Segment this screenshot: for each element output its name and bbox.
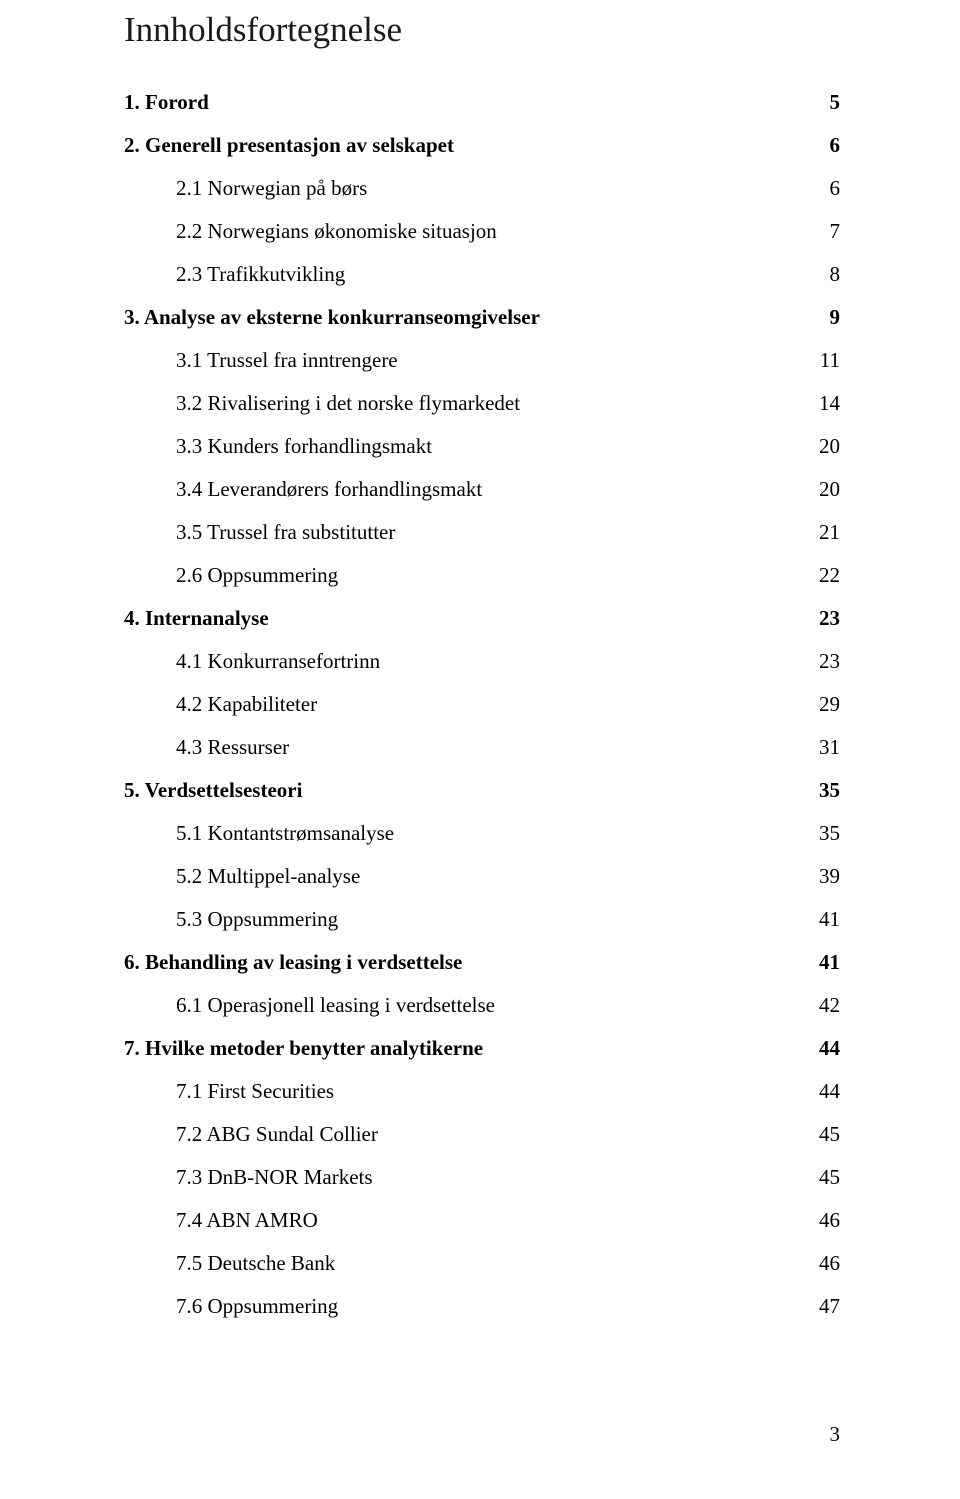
toc-entry-label: 5. Verdsettelsesteori (124, 778, 302, 803)
toc-entry-label: 4. Internanalyse (124, 606, 269, 631)
toc-entry-page: 6 (810, 176, 840, 201)
toc-entry-page: 35 (810, 821, 840, 846)
toc-entry-page: 29 (810, 692, 840, 717)
toc-row: 1. Forord 5 (124, 90, 840, 115)
toc-entry-label: 7.2 ABG Sundal Collier (124, 1122, 378, 1147)
toc-row: 5.3 Oppsummering 41 (124, 907, 840, 932)
toc-entry-label: 7.1 First Securities (124, 1079, 334, 1104)
toc-entry-label: 4.1 Konkurransefortrinn (124, 649, 380, 674)
toc-row: 3.5 Trussel fra substitutter 21 (124, 520, 840, 545)
toc-row: 2.2 Norwegians økonomiske situasjon 7 (124, 219, 840, 244)
toc-row: 3. Analyse av eksterne konkurranseomgive… (124, 305, 840, 330)
toc-entry-label: 3.5 Trussel fra substitutter (124, 520, 395, 545)
toc-entry-page: 41 (810, 907, 840, 932)
toc-row: 5. Verdsettelsesteori 35 (124, 778, 840, 803)
toc-entry-label: 3. Analyse av eksterne konkurranseomgive… (124, 305, 540, 330)
toc-entry-page: 20 (810, 434, 840, 459)
toc-entry-label: 3.4 Leverandørers forhandlingsmakt (124, 477, 482, 502)
toc-entry-page: 44 (810, 1036, 840, 1061)
toc-row: 7.6 Oppsummering 47 (124, 1294, 840, 1319)
toc-entry-page: 45 (810, 1165, 840, 1190)
toc-row: 5.1 Kontantstrømsanalyse 35 (124, 821, 840, 846)
toc-entry-label: 3.1 Trussel fra inntrengere (124, 348, 398, 373)
toc-entry-label: 6.1 Operasjonell leasing i verdsettelse (124, 993, 495, 1018)
toc-entry-page: 21 (810, 520, 840, 545)
toc-row: 7.3 DnB-NOR Markets 45 (124, 1165, 840, 1190)
toc-row: 2.6 Oppsummering 22 (124, 563, 840, 588)
toc-row: 5.2 Multippel-analyse 39 (124, 864, 840, 889)
toc-entry-page: 23 (810, 606, 840, 631)
toc-entry-page: 23 (810, 649, 840, 674)
toc-entry-page: 46 (810, 1251, 840, 1276)
toc-entry-label: 7.5 Deutsche Bank (124, 1251, 335, 1276)
toc-entry-page: 42 (810, 993, 840, 1018)
toc-row: 2.1 Norwegian på børs 6 (124, 176, 840, 201)
toc-row: 6.1 Operasjonell leasing i verdsettelse 4… (124, 993, 840, 1018)
toc-row: 3.3 Kunders forhandlingsmakt 20 (124, 434, 840, 459)
toc-entry-page: 44 (810, 1079, 840, 1104)
document-page: Innholdsfortegnelse 1. Forord 5 2. Generel… (0, 0, 960, 1499)
toc-row: 4. Internanalyse 23 (124, 606, 840, 631)
toc-entry-page: 9 (810, 305, 840, 330)
toc-entry-page: 45 (810, 1122, 840, 1147)
toc-row: 7.4 ABN AMRO 46 (124, 1208, 840, 1233)
toc-entry-label: 3.2 Rivalisering i det norske flymarkede… (124, 391, 520, 416)
toc-entry-label: 2.1 Norwegian på børs (124, 176, 367, 201)
toc-row: 7.2 ABG Sundal Collier 45 (124, 1122, 840, 1147)
toc-entry-label: 4.2 Kapabiliteter (124, 692, 317, 717)
toc-entry-label: 2.2 Norwegians økonomiske situasjon (124, 219, 497, 244)
page-title: Innholdsfortegnelse (124, 10, 840, 50)
toc-row: 4.1 Konkurransefortrinn 23 (124, 649, 840, 674)
toc-entry-page: 6 (810, 133, 840, 158)
toc-entry-label: 2.6 Oppsummering (124, 563, 338, 588)
toc-entry-page: 20 (810, 477, 840, 502)
toc-entry-label: 5.3 Oppsummering (124, 907, 338, 932)
toc-entry-page: 39 (810, 864, 840, 889)
toc-entry-label: 2.3 Trafikkutvikling (124, 262, 345, 287)
toc-entry-page: 11 (810, 348, 840, 373)
toc-row: 3.4 Leverandørers forhandlingsmakt 20 (124, 477, 840, 502)
page-number: 3 (830, 1422, 841, 1447)
toc-entry-label: 7.3 DnB-NOR Markets (124, 1165, 373, 1190)
toc-row: 3.2 Rivalisering i det norske flymarkede… (124, 391, 840, 416)
table-of-contents: 1. Forord 5 2. Generell presentasjon av se… (124, 90, 840, 1319)
toc-entry-label: 6. Behandling av leasing i verdsettelse (124, 950, 462, 975)
toc-row: 2. Generell presentasjon av selskapet 6 (124, 133, 840, 158)
toc-entry-label: 5.2 Multippel-analyse (124, 864, 360, 889)
toc-row: 6. Behandling av leasing i verdsettelse 4… (124, 950, 840, 975)
toc-row: 4.2 Kapabiliteter 29 (124, 692, 840, 717)
toc-row: 7.5 Deutsche Bank 46 (124, 1251, 840, 1276)
toc-entry-label: 1. Forord (124, 90, 209, 115)
toc-entry-label: 7. Hvilke metoder benytter analytikerne (124, 1036, 483, 1061)
toc-entry-label: 4.3 Ressurser (124, 735, 289, 760)
toc-entry-label: 5.1 Kontantstrømsanalyse (124, 821, 394, 846)
toc-entry-page: 22 (810, 563, 840, 588)
toc-row: 7.1 First Securities 44 (124, 1079, 840, 1104)
toc-row: 3.1 Trussel fra inntrengere 11 (124, 348, 840, 373)
toc-entry-page: 31 (810, 735, 840, 760)
toc-row: 2.3 Trafikkutvikling 8 (124, 262, 840, 287)
toc-entry-page: 14 (810, 391, 840, 416)
toc-row: 4.3 Ressurser 31 (124, 735, 840, 760)
toc-entry-label: 2. Generell presentasjon av selskapet (124, 133, 454, 158)
toc-entry-page: 8 (810, 262, 840, 287)
toc-entry-page: 7 (810, 219, 840, 244)
toc-entry-label: 7.6 Oppsummering (124, 1294, 338, 1319)
toc-entry-page: 41 (810, 950, 840, 975)
toc-entry-page: 35 (810, 778, 840, 803)
toc-entry-page: 46 (810, 1208, 840, 1233)
toc-entry-page: 47 (810, 1294, 840, 1319)
toc-entry-page: 5 (810, 90, 840, 115)
toc-entry-label: 7.4 ABN AMRO (124, 1208, 318, 1233)
toc-row: 7. Hvilke metoder benytter analytikerne 4… (124, 1036, 840, 1061)
toc-entry-label: 3.3 Kunders forhandlingsmakt (124, 434, 432, 459)
